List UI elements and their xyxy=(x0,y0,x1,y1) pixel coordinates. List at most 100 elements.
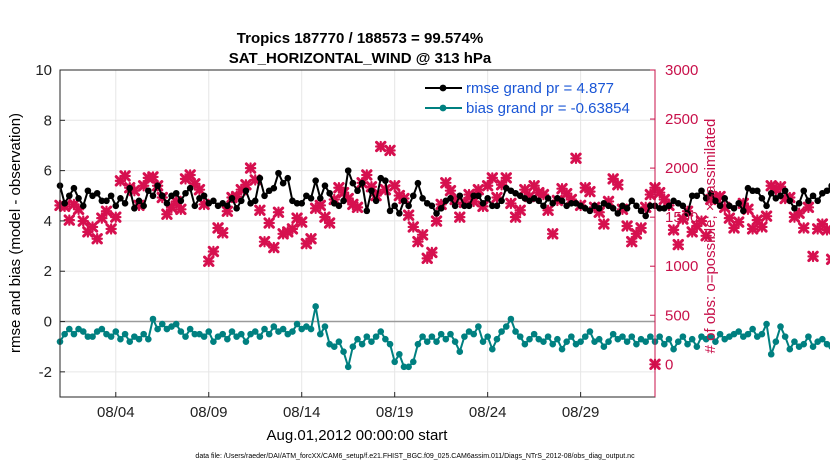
obs-point xyxy=(626,235,638,248)
bias-point xyxy=(707,333,715,340)
bias-point xyxy=(191,330,199,338)
obs-point xyxy=(296,216,308,228)
rmse-point xyxy=(800,187,808,195)
bias-point xyxy=(154,325,161,333)
rmse-point xyxy=(465,202,473,210)
rmse-point xyxy=(363,207,371,215)
rmse-point xyxy=(149,192,157,200)
y-left-axis-ticks: 10 8 6 4 2 0 -2 xyxy=(35,62,65,381)
rmse-point xyxy=(233,205,240,212)
bias-point xyxy=(502,323,510,330)
x-tick-label: 08/29 xyxy=(562,404,600,421)
rmse-point xyxy=(177,197,185,205)
rmse-point xyxy=(642,212,649,220)
rmse-point xyxy=(688,192,696,200)
obs-point xyxy=(86,221,99,233)
plot-frame xyxy=(60,70,655,397)
rmse-point xyxy=(335,202,343,210)
obs-point xyxy=(91,233,103,245)
rmse-point xyxy=(419,194,426,202)
obs-point xyxy=(672,238,684,251)
obs-point xyxy=(351,201,364,214)
bias-point xyxy=(786,345,794,353)
bias-point xyxy=(400,363,408,371)
bias-point xyxy=(200,333,208,340)
rmse-point xyxy=(479,200,487,207)
bias-point xyxy=(182,333,189,340)
rmse-point xyxy=(186,184,194,192)
rmse-point xyxy=(809,192,817,200)
rmse-point xyxy=(758,194,766,202)
rmse-point xyxy=(684,210,691,217)
bias-point xyxy=(512,328,519,335)
rmse-point xyxy=(795,200,803,207)
obs-point xyxy=(375,140,387,153)
bias-point xyxy=(642,338,649,345)
y-right-tick-label: 2500 xyxy=(665,111,698,128)
bias-point xyxy=(479,338,487,345)
bias-point xyxy=(581,333,589,340)
bias-point xyxy=(210,338,217,345)
bias-point xyxy=(530,330,538,338)
obs-point xyxy=(216,227,229,239)
bias-point xyxy=(135,335,143,343)
rmse-point xyxy=(84,187,92,195)
bias-point xyxy=(493,335,501,343)
rmse-point xyxy=(712,197,719,205)
obs-point xyxy=(263,217,275,229)
obs-point xyxy=(700,230,712,242)
bias-series xyxy=(56,303,830,371)
obs-point xyxy=(621,220,633,232)
rmse-point xyxy=(535,197,543,205)
rmse-point xyxy=(753,187,761,195)
bias-point xyxy=(470,330,478,338)
rmse-point xyxy=(372,197,380,205)
bias-point xyxy=(61,330,68,338)
rmse-point xyxy=(237,197,245,205)
obs-point xyxy=(272,206,285,218)
obs-point xyxy=(774,181,787,193)
rmse-point xyxy=(140,202,147,210)
obs-point xyxy=(258,235,271,248)
bias-point xyxy=(688,335,696,343)
obs-point xyxy=(751,214,763,226)
obs-point xyxy=(184,169,196,181)
obs-point xyxy=(110,211,122,223)
obs-point xyxy=(207,245,220,258)
obs-point xyxy=(677,213,689,225)
bias-point xyxy=(330,343,338,350)
bias-point xyxy=(595,335,603,343)
rmse-point xyxy=(558,197,566,205)
bias-point xyxy=(674,338,682,345)
bias-point xyxy=(516,333,524,340)
y-right-axis-ticks: 3000 2500 2000 1500 1000 500 0 xyxy=(650,62,698,397)
rmse-point xyxy=(568,200,575,207)
rmse-point xyxy=(702,194,710,202)
bias-point xyxy=(735,328,742,335)
bias-point xyxy=(521,340,529,348)
obs-point xyxy=(119,170,131,182)
bias-point xyxy=(186,325,194,333)
obs-point xyxy=(570,152,582,164)
rmse-point xyxy=(284,174,292,182)
rmse-point xyxy=(484,194,491,202)
obs-point xyxy=(635,222,647,234)
rmse-point xyxy=(647,202,654,210)
rmse-point xyxy=(200,192,208,200)
rmse-point xyxy=(354,187,361,195)
rmse-point xyxy=(549,200,557,207)
bias-point xyxy=(744,330,752,338)
rmse-point xyxy=(433,210,440,217)
bias-point xyxy=(423,338,431,345)
bias-point xyxy=(172,320,180,328)
rmse-point xyxy=(307,194,315,202)
rmse-point xyxy=(540,202,547,210)
bias-point xyxy=(819,335,826,343)
bias-point xyxy=(647,333,654,340)
bias-point xyxy=(317,330,324,338)
obs-point xyxy=(323,217,336,229)
obs-point xyxy=(421,252,433,265)
obs-point xyxy=(612,179,624,191)
bias-point xyxy=(758,330,766,338)
bias-point xyxy=(349,343,357,350)
